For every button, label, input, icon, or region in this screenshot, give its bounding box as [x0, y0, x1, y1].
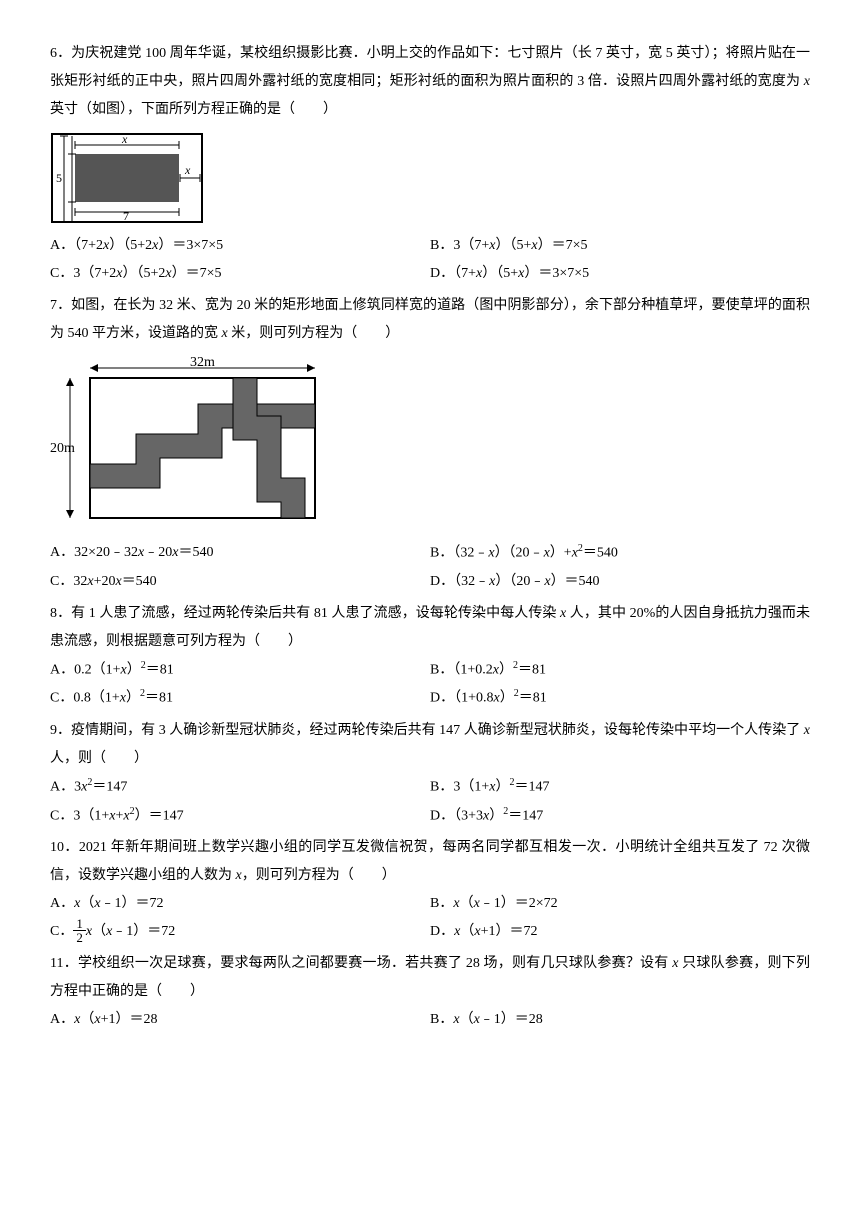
q6-opt-d: D．（7+x）（5+x）＝3×7×5 [430, 260, 810, 288]
q10-opt-c: C．12x（x﹣1）＝72 [50, 918, 430, 946]
q9-opt-d: D．（3+3x）2＝147 [430, 802, 810, 831]
q6-options: A．（7+2x）（5+2x）＝3×7×5 B．3（7+x）（5+x）＝7×5 C… [50, 232, 810, 288]
q9-opt-c: C．3（1+x+x2）＝147 [50, 802, 430, 831]
q7-figure: 32m 20m [50, 356, 810, 531]
q10-options: A．x（x﹣1）＝72 B．x（x﹣1）＝2×72 C．12x（x﹣1）＝72 … [50, 890, 810, 946]
q9-options: A．3x2＝147 B．3（1+x）2＝147 C．3（1+x+x2）＝147 … [50, 773, 810, 830]
q6-text: 6．为庆祝建党 100 周年华诞，某校组织摄影比赛．小明上交的作品如下：七寸照片… [50, 40, 810, 124]
q7-text: 7．如图，在长为 32 米、宽为 20 米的矩形地面上修筑同样宽的道路（图中阴影… [50, 292, 810, 348]
q6-opt-a: A．（7+2x）（5+2x）＝3×7×5 [50, 232, 430, 260]
q8-opt-c: C．0.8（1+x）2＝81 [50, 684, 430, 713]
q7-options: A．32×20﹣32x﹣20x＝540 B．（32﹣x）（20﹣x）+x2＝54… [50, 539, 810, 596]
q7-opt-d: D．（32﹣x）（20﹣x）＝540 [430, 568, 810, 596]
question-7: 7．如图，在长为 32 米、宽为 20 米的矩形地面上修筑同样宽的道路（图中阴影… [50, 292, 810, 596]
q8-options: A．0.2（1+x）2＝81 B．（1+0.2x）2＝81 C．0.8（1+x）… [50, 656, 810, 713]
q9-text: 9．疫情期间，有 3 人确诊新型冠状肺炎，经过两轮传染后共有 147 人确诊新型… [50, 717, 810, 773]
question-6: 6．为庆祝建党 100 周年华诞，某校组织摄影比赛．小明上交的作品如下：七寸照片… [50, 40, 810, 288]
q11-opt-b: B．x（x﹣1）＝28 [430, 1006, 810, 1034]
q10-opt-a: A．x（x﹣1）＝72 [50, 890, 430, 918]
q8-opt-a: A．0.2（1+x）2＝81 [50, 656, 430, 685]
q10-text: 10．2021 年新年期间班上数学兴趣小组的同学互发微信祝贺，每两名同学都互相发… [50, 834, 810, 890]
svg-text:5: 5 [56, 171, 62, 185]
q9-opt-a: A．3x2＝147 [50, 773, 430, 802]
svg-text:7: 7 [123, 209, 129, 223]
q6-figure: 5 x x 7 [50, 132, 810, 224]
svg-text:32m: 32m [190, 356, 215, 370]
q9-opt-b: B．3（1+x）2＝147 [430, 773, 810, 802]
q11-text: 11．学校组织一次足球赛，要求每两队之间都要赛一场．若共赛了 28 场，则有几只… [50, 950, 810, 1006]
q11-options: A．x（x+1）＝28 B．x（x﹣1）＝28 [50, 1006, 810, 1034]
svg-text:20m: 20m [50, 441, 75, 456]
q6-opt-b: B．3（7+x）（5+x）＝7×5 [430, 232, 810, 260]
question-11: 11．学校组织一次足球赛，要求每两队之间都要赛一场．若共赛了 28 场，则有几只… [50, 950, 810, 1034]
q8-opt-b: B．（1+0.2x）2＝81 [430, 656, 810, 685]
q7-opt-b: B．（32﹣x）（20﹣x）+x2＝540 [430, 539, 810, 568]
q11-opt-a: A．x（x+1）＝28 [50, 1006, 430, 1034]
question-8: 8．有 1 人患了流感，经过两轮传染后共有 81 人患了流感，设每轮传染中每人传… [50, 600, 810, 713]
question-9: 9．疫情期间，有 3 人确诊新型冠状肺炎，经过两轮传染后共有 147 人确诊新型… [50, 717, 810, 830]
q8-text: 8．有 1 人患了流感，经过两轮传染后共有 81 人患了流感，设每轮传染中每人传… [50, 600, 810, 656]
q7-opt-c: C．32x+20x＝540 [50, 568, 430, 596]
q7-opt-a: A．32×20﹣32x﹣20x＝540 [50, 539, 430, 568]
question-10: 10．2021 年新年期间班上数学兴趣小组的同学互发微信祝贺，每两名同学都互相发… [50, 834, 810, 946]
q10-opt-b: B．x（x﹣1）＝2×72 [430, 890, 810, 918]
svg-text:x: x [184, 163, 191, 177]
q6-opt-c: C．3（7+2x）（5+2x）＝7×5 [50, 260, 430, 288]
q10-opt-d: D．x（x+1）＝72 [430, 918, 810, 946]
q8-opt-d: D．（1+0.8x）2＝81 [430, 684, 810, 713]
svg-text:x: x [121, 132, 128, 146]
